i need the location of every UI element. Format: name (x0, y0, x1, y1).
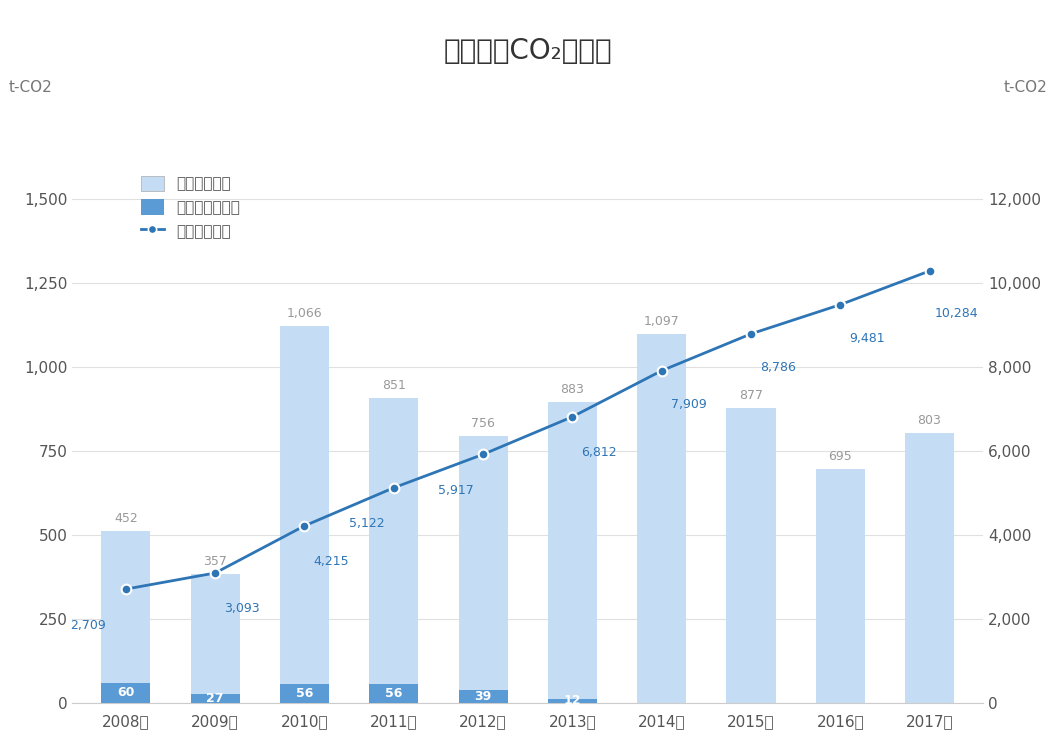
Bar (370, 684, 418, 703)
Text: 56: 56 (385, 687, 402, 700)
Text: 695: 695 (828, 450, 852, 464)
Text: 851: 851 (382, 379, 406, 392)
Text: 3,093: 3,093 (224, 603, 260, 615)
Text: 357: 357 (203, 555, 227, 568)
Text: 10,284: 10,284 (935, 307, 978, 320)
Title: 輸送時のCO₂削減量: 輸送時のCO₂削減量 (444, 37, 612, 65)
Bar (727, 408, 775, 703)
Text: 1,097: 1,097 (644, 315, 680, 328)
Text: 12: 12 (564, 694, 581, 708)
Text: 39: 39 (474, 690, 492, 703)
Text: 27: 27 (206, 692, 224, 705)
Bar (370, 398, 418, 684)
Text: t-CO2: t-CO2 (1003, 80, 1046, 94)
Text: 7,909: 7,909 (671, 398, 706, 411)
Text: 5,122: 5,122 (350, 517, 384, 530)
Bar (191, 694, 240, 703)
Text: 2,709: 2,709 (71, 618, 107, 632)
Text: t-CO2: t-CO2 (8, 80, 53, 94)
Bar (280, 684, 329, 703)
Text: 4,215: 4,215 (314, 555, 350, 568)
Text: 1,066: 1,066 (286, 307, 322, 320)
Text: 6,812: 6,812 (582, 446, 617, 459)
Bar (815, 469, 865, 703)
Text: 452: 452 (114, 512, 137, 525)
Bar (458, 436, 508, 690)
Bar (280, 326, 329, 684)
Bar (548, 403, 597, 699)
Text: 5,917: 5,917 (438, 484, 474, 497)
Text: 756: 756 (471, 417, 495, 430)
Text: 56: 56 (296, 687, 314, 700)
Bar (905, 433, 955, 703)
Bar (458, 690, 508, 703)
Text: 803: 803 (918, 414, 942, 427)
Bar (101, 531, 150, 683)
Text: 60: 60 (117, 686, 134, 699)
Text: 877: 877 (739, 389, 763, 403)
Bar (191, 574, 240, 694)
Legend: 産装（左軸）, その他（左軸）, 累計（右軸）: 産装（左軸）, その他（左軸）, 累計（右軸） (134, 170, 246, 245)
Text: 9,481: 9,481 (849, 332, 885, 345)
Text: 883: 883 (561, 383, 584, 396)
Text: 8,786: 8,786 (760, 361, 795, 374)
Bar (101, 683, 150, 703)
Bar (637, 334, 686, 703)
Bar (548, 699, 597, 703)
